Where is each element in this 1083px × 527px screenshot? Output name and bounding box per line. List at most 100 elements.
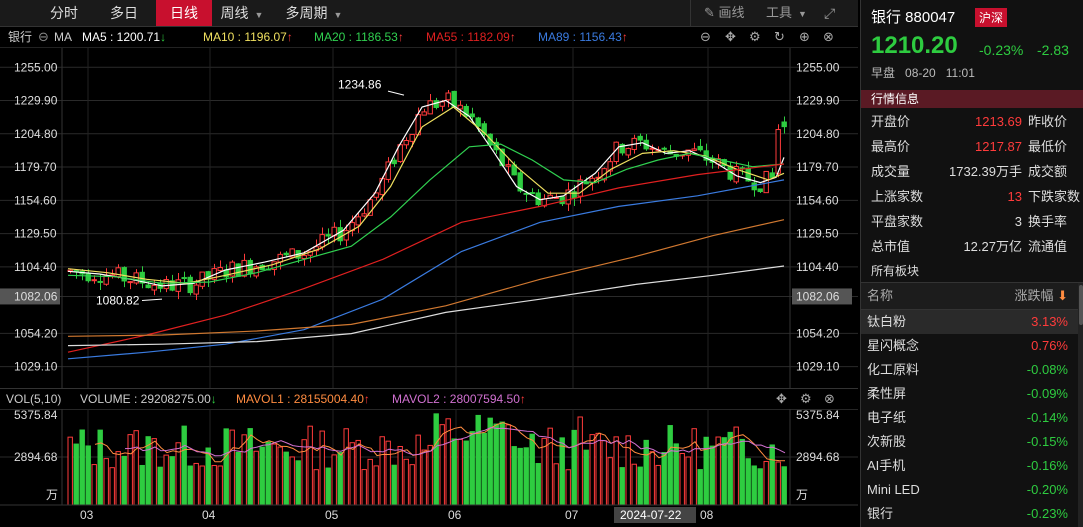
board-row[interactable]: 星闪概念 0.76% xyxy=(861,334,1083,358)
quote-panel: 银行 880047 沪深 1210.20 -0.23% -2.83 早盘 08-… xyxy=(860,0,1083,527)
volume-bar xyxy=(139,464,145,506)
candle xyxy=(127,280,133,290)
gear-icon[interactable]: ⚙ xyxy=(749,29,761,44)
tools-menu-button[interactable]: 工具 ▼ xyxy=(766,0,807,26)
volume-bar xyxy=(181,425,187,506)
close-icon[interactable]: ⊗ xyxy=(824,391,835,406)
draw-line-button[interactable]: ✎ 画线 xyxy=(704,0,745,26)
y-tick-label-right: 1154.60 xyxy=(796,193,839,207)
board-row[interactable]: 电子纸 -0.14% xyxy=(861,406,1083,430)
legend-ma20: MA20 : 1186.53↑ xyxy=(314,30,404,44)
vol-y-tick-right: 2894.68 xyxy=(796,450,840,464)
board-row[interactable]: 钛白粉 3.13% xyxy=(861,310,1083,334)
legend-ma-label[interactable]: MA xyxy=(54,30,72,44)
refresh-icon[interactable]: ↻ xyxy=(774,29,785,44)
board-row[interactable]: AI手机 -0.16% xyxy=(861,454,1083,478)
fullscreen-icon[interactable]: ⤢ xyxy=(824,5,836,21)
y-tick-label-left: 1179.70 xyxy=(14,160,57,174)
x-month-label: 03 xyxy=(80,508,94,522)
candle xyxy=(781,116,787,134)
candle xyxy=(421,108,427,116)
boards-header-name[interactable]: 名称 xyxy=(867,288,894,303)
candle xyxy=(685,149,691,162)
volume-bar xyxy=(505,424,511,506)
quote-key: 成交量 xyxy=(871,164,911,179)
quote-key: 最高价 xyxy=(871,139,911,154)
legend-stock-name: 银行 xyxy=(8,30,33,44)
move-icon[interactable]: ✥ xyxy=(725,29,736,44)
candle xyxy=(769,168,775,179)
gear-icon[interactable]: ⚙ xyxy=(800,391,812,406)
volume-bar xyxy=(157,466,163,506)
quote-value: 12.27万亿 xyxy=(963,239,1022,254)
volume-bar xyxy=(403,458,409,506)
volume-chart[interactable]: 5375.84 5375.84 2894.68 2894.68 万 万 03 04 05 06 07… xyxy=(0,409,858,527)
candle xyxy=(193,279,199,300)
chart-area[interactable]: 分时 多日 日线 周线 ▼ 多周期 ▼ ✎ 画线 工具 ▼ ⤢ 银行 ⊖ MA MA5… xyxy=(0,0,858,527)
volume-legend: VOL(5,10) VOLUME : 29208275.00↓ MAVOL1 :… xyxy=(0,388,858,410)
chevron-down-icon: ▼ xyxy=(254,10,264,20)
quote-key-2: 流通值 xyxy=(1028,239,1068,254)
ma-line-ma89 xyxy=(67,179,785,360)
candle xyxy=(763,170,769,194)
volume-bar xyxy=(619,467,625,506)
tab-weekly[interactable]: 周线 ▼ xyxy=(212,0,272,26)
volume-bar xyxy=(517,447,523,506)
vol-mavol1: MAVOL1 : 28155004.40↑ xyxy=(236,392,370,406)
volume-bar xyxy=(529,433,535,506)
session-info: 早盘 08-20 11:01 xyxy=(871,66,975,80)
candle xyxy=(313,239,319,257)
volume-bar xyxy=(523,447,529,506)
boards-header-change[interactable]: 涨跌幅 ⬇ xyxy=(1014,288,1068,303)
board-row[interactable]: 柔性屏 -0.09% xyxy=(861,382,1083,406)
volume-bar xyxy=(625,435,631,506)
board-name: 银行 xyxy=(867,506,894,521)
candle xyxy=(139,266,145,289)
tab-daily[interactable]: 日线 xyxy=(156,0,212,26)
tab-multi-period[interactable]: 多周期 ▼ xyxy=(276,0,352,26)
boards-title: 所有板块 xyxy=(871,264,920,278)
volume-bar xyxy=(247,428,253,506)
chevron-down-icon[interactable]: ⊖ xyxy=(38,29,49,44)
y-tick-label-right: 1255.00 xyxy=(796,60,840,74)
board-name: 次新股 xyxy=(867,434,907,449)
tab-intraday[interactable]: 分时 xyxy=(50,5,78,21)
add-icon[interactable]: ⊕ xyxy=(799,29,810,44)
close-icon[interactable]: ⊗ xyxy=(823,29,834,44)
board-row[interactable]: 化工原料 -0.08% xyxy=(861,358,1083,382)
board-change: -0.09% xyxy=(1026,386,1068,401)
volume-bar xyxy=(751,465,757,506)
tab-multi-day[interactable]: 多日 xyxy=(110,5,138,21)
period-tabbar: 分时 多日 日线 周线 ▼ 多周期 ▼ ✎ 画线 工具 ▼ ⤢ xyxy=(0,0,858,27)
kline-chart[interactable]: 1255.00 1255.00 1229.90 1229.90 1204.80 1204.… xyxy=(0,48,858,388)
board-row[interactable]: 银行 -0.23% xyxy=(861,502,1083,526)
candle xyxy=(637,133,643,146)
candle xyxy=(481,121,487,138)
board-change: -0.23% xyxy=(1026,506,1068,521)
last-price: 1210.20 xyxy=(871,32,958,59)
volume-bar xyxy=(151,438,157,506)
ma-line-ma_long1 xyxy=(67,219,785,337)
boards-scrollbar[interactable] xyxy=(1078,283,1083,527)
vol-y-tick-right: 5375.84 xyxy=(796,409,840,422)
volume-bar xyxy=(397,445,403,506)
volume-bar xyxy=(631,463,637,506)
volume-bar xyxy=(379,436,385,506)
board-name: 柔性屏 xyxy=(867,386,907,401)
quote-row: 上涨家数 13 下跌家数 xyxy=(861,185,1083,209)
volume-bar xyxy=(265,441,271,506)
collapse-icon[interactable]: ⊖ xyxy=(700,29,711,44)
quote-key-2: 成交额 xyxy=(1028,164,1068,179)
board-row[interactable]: Mini LED -0.20% xyxy=(861,478,1083,502)
volume-bar xyxy=(301,439,307,506)
move-icon[interactable]: ✥ xyxy=(776,391,787,406)
volume-bar xyxy=(235,451,241,506)
volume-bar xyxy=(97,429,103,506)
candle xyxy=(217,260,223,273)
board-row[interactable]: 次新股 -0.15% xyxy=(861,430,1083,454)
boards-header: 名称 涨跌幅 ⬇ xyxy=(861,282,1083,310)
y-tick-label-left: 1204.80 xyxy=(14,127,58,141)
board-change: -0.20% xyxy=(1026,482,1068,497)
volume-bar xyxy=(187,465,193,506)
ma-line-ma5 xyxy=(67,99,785,287)
